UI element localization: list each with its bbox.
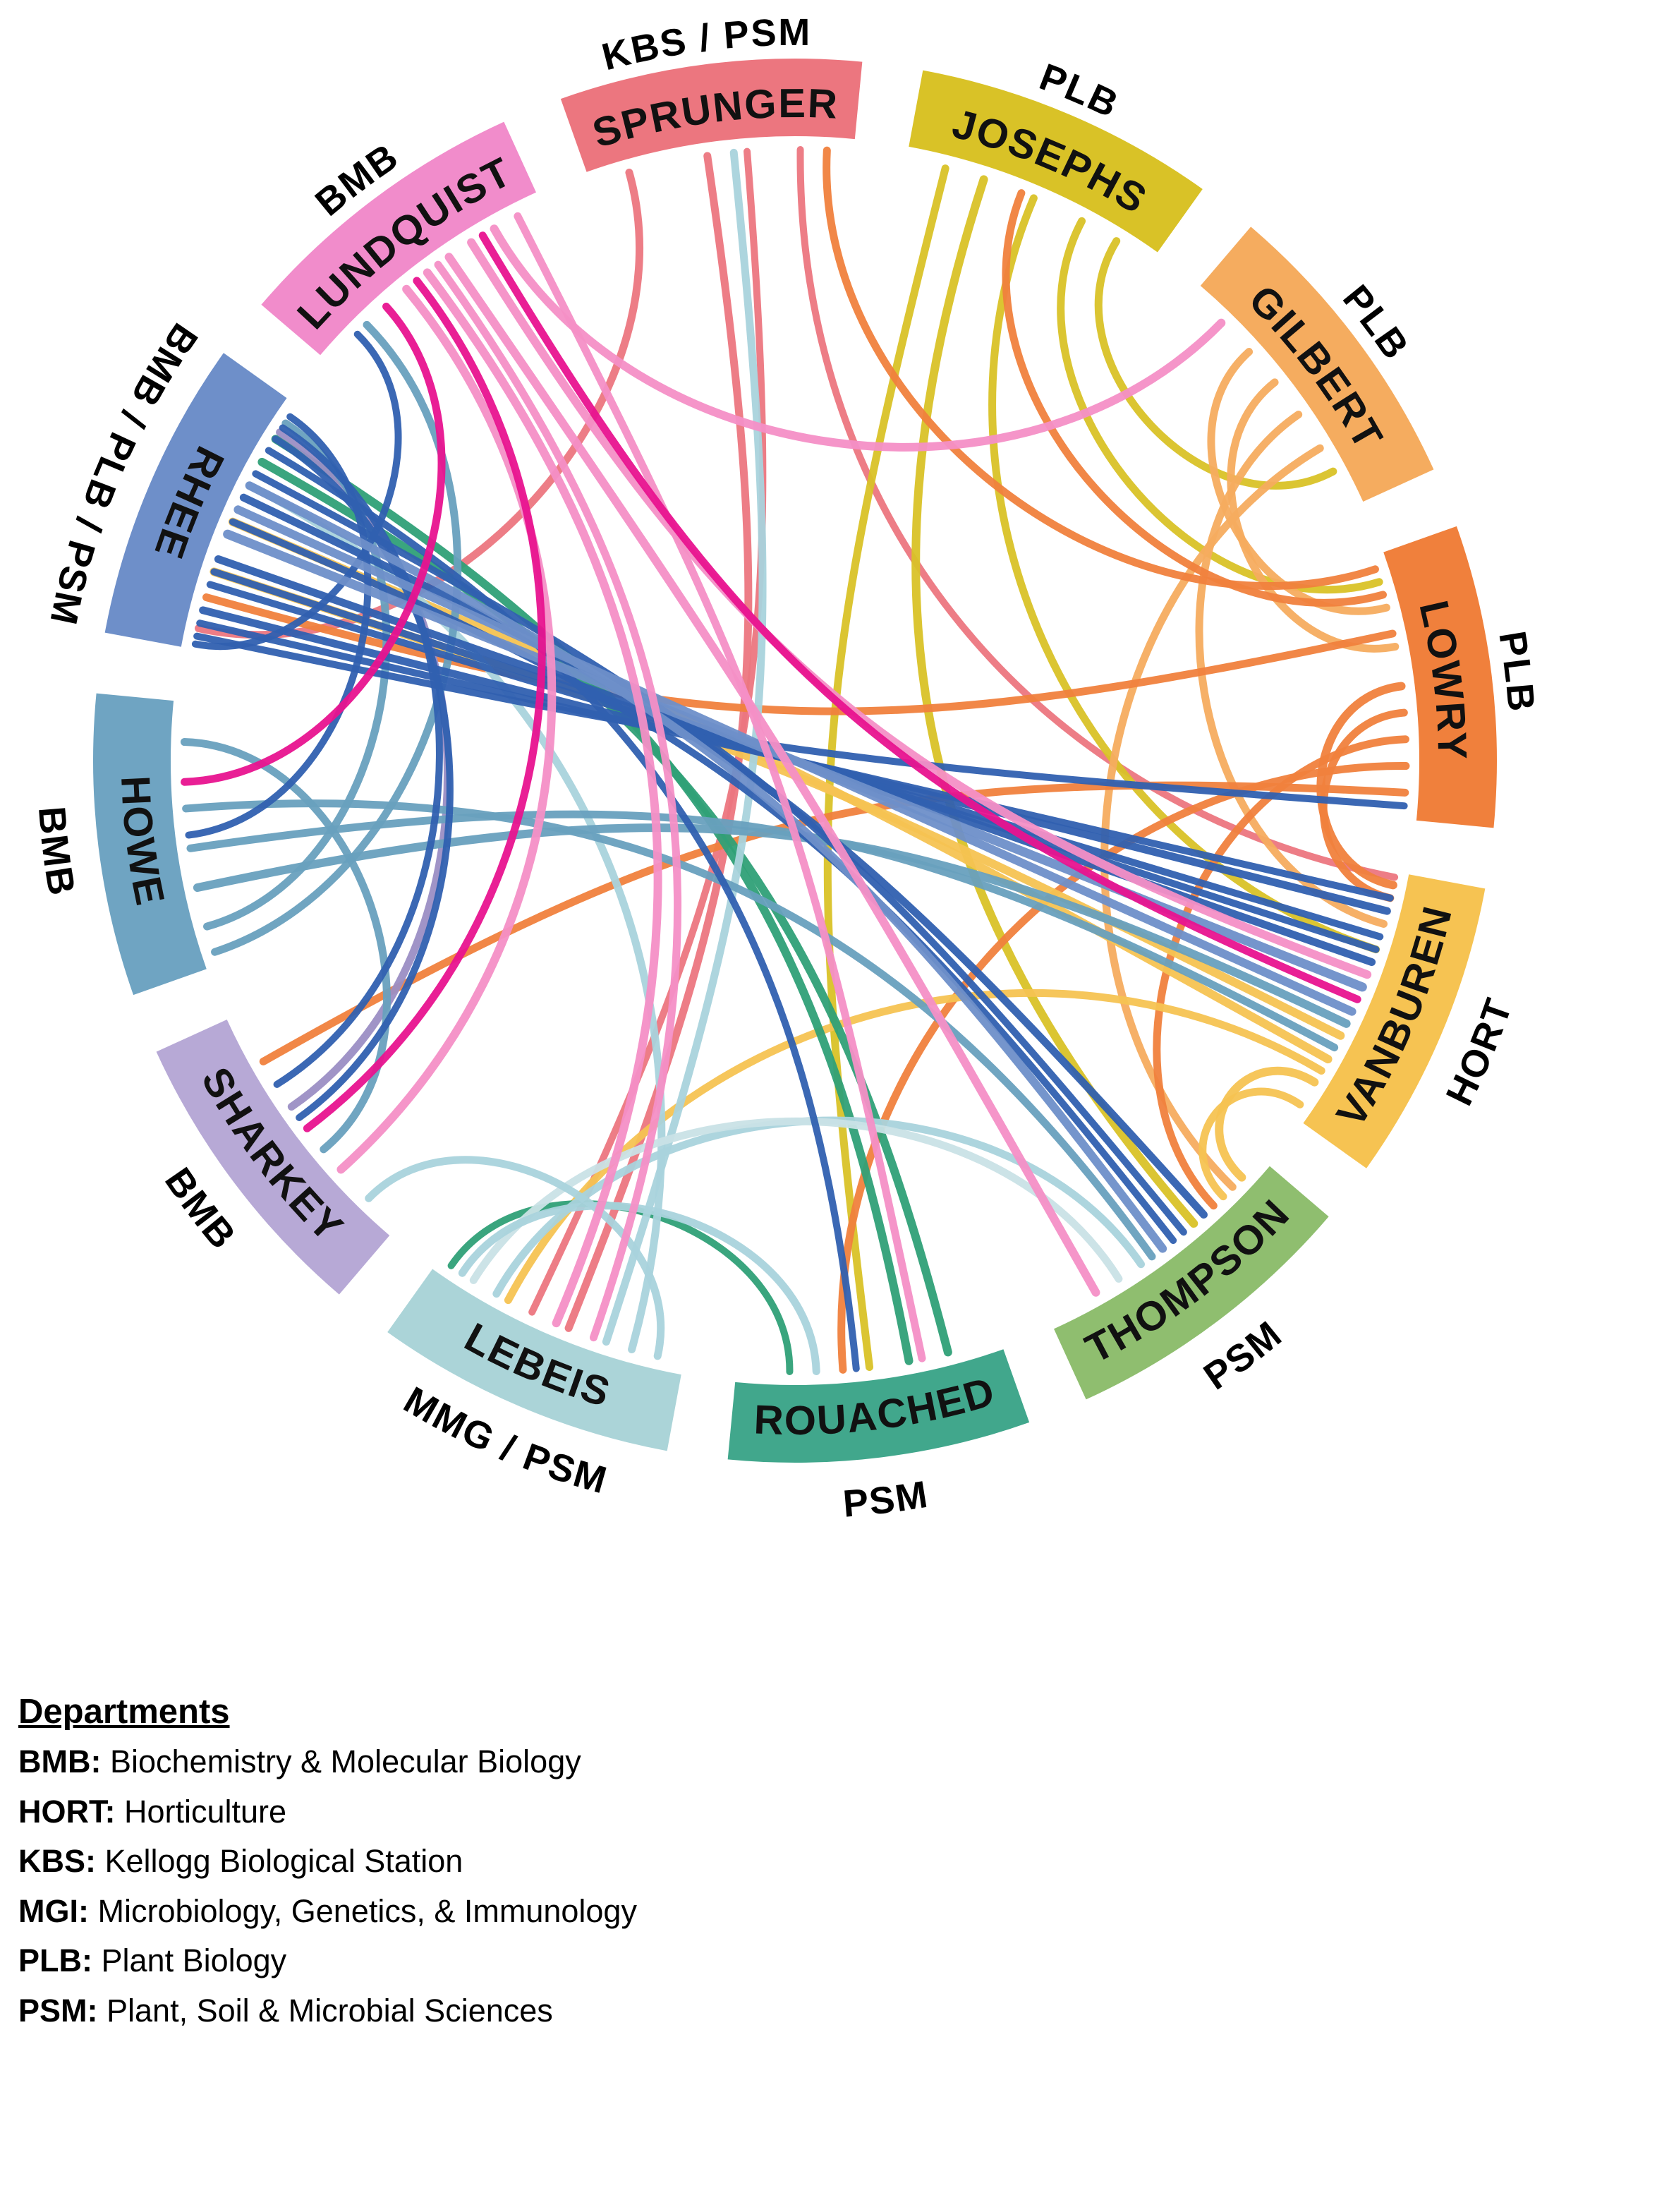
chord-lebeis-sharkey-34 bbox=[365, 1156, 665, 1360]
chord-sprunger-vanburen-3 bbox=[796, 146, 1399, 881]
chord-lowry-sprunger-13 bbox=[823, 146, 1379, 591]
dept-label-howe: BMB bbox=[30, 805, 83, 900]
legend-def: Microbiology, Genetics, & Immunology bbox=[88, 1892, 637, 1929]
chord-lundquist-lebeis-65 bbox=[434, 260, 682, 1342]
legend-def: Kellogg Biological Station bbox=[96, 1843, 463, 1880]
arc-lebeis bbox=[387, 1269, 681, 1451]
chord-howe-sharkey-40 bbox=[180, 738, 391, 1154]
chord-lowry-josephs-14 bbox=[1002, 189, 1387, 607]
chord-josephs-vanburen-6 bbox=[988, 194, 1380, 954]
chord-rhee-lundquist-55 bbox=[191, 330, 402, 651]
legend-abbr: PSM: bbox=[18, 1992, 98, 2029]
chord-rouached-lebeis-28 bbox=[447, 1199, 794, 1375]
chord-josephs-rouached-8 bbox=[823, 164, 949, 1372]
chord-rhee-vanburen-57 bbox=[233, 505, 1357, 1016]
dept-label-rouached: PSM bbox=[842, 1473, 932, 1525]
legend-def: Biochemistry & Molecular Biology bbox=[101, 1743, 581, 1779]
chord-rhee-thompson-58 bbox=[245, 481, 1167, 1253]
chord-lowry-vanburen-16 bbox=[1316, 682, 1406, 890]
chord-howe-thompson-38 bbox=[182, 799, 1156, 1261]
legend: Departments BMB: Biochemistry & Molecula… bbox=[18, 1692, 637, 2041]
chord-lundquist-thompson-61 bbox=[444, 253, 1100, 1297]
chord-rhee-sharkey-53 bbox=[273, 424, 443, 1088]
chord-rhee-lowry-42 bbox=[193, 632, 1408, 810]
legend-items: BMB: Biochemistry & Molecular Biology HOR… bbox=[18, 1741, 637, 2031]
legend-def: Horticulture bbox=[115, 1793, 287, 1830]
arc-howe bbox=[93, 693, 207, 996]
chord-rhee-howe-54 bbox=[185, 413, 372, 839]
legend-item: PSM: Plant, Soil & Microbial Sciences bbox=[18, 1990, 637, 2031]
chord-lundquist-rouached-64 bbox=[514, 212, 926, 1362]
arc-sprunger bbox=[560, 59, 863, 172]
chord-howe-vanburen-37 bbox=[186, 810, 1339, 1052]
chord-vanburen-thompson-23 bbox=[1215, 1066, 1319, 1182]
chord-gilbert-vanburen-11 bbox=[1195, 410, 1388, 928]
chord-links-layer bbox=[180, 146, 1410, 1375]
arc-rhee bbox=[104, 353, 287, 647]
legend-item: MGI: Microbiology, Genetics, & Immunolog… bbox=[18, 1891, 637, 1932]
legend-abbr: BMB: bbox=[18, 1743, 102, 1779]
chord-rhee-thompson-50 bbox=[252, 470, 1187, 1236]
arc-segments-layer bbox=[93, 59, 1497, 1463]
legend-def: Plant, Soil & Microbial Sciences bbox=[97, 1992, 553, 2029]
legend-abbr: KBS: bbox=[18, 1843, 96, 1880]
chord-lundquist-lebeis-62 bbox=[423, 268, 662, 1328]
chord-lebeis-rouached-33 bbox=[458, 1202, 820, 1375]
dept-label-lowry: PLB bbox=[1491, 628, 1543, 714]
arc-lundquist bbox=[261, 121, 536, 356]
chord-vanburen-lebeis-25 bbox=[504, 989, 1325, 1305]
arc-josephs bbox=[909, 70, 1203, 253]
chord-lundquist-howe-68 bbox=[181, 302, 446, 786]
legend-item: KBS: Kellogg Biological Station bbox=[18, 1841, 637, 1882]
chord-josephs-gilbert-4 bbox=[1094, 237, 1337, 490]
arc-sharkey bbox=[156, 1020, 390, 1295]
legend-abbr: MGI: bbox=[18, 1892, 89, 1929]
chord-lundquist-sharkey-67 bbox=[303, 277, 546, 1132]
chord-lowry-rhee-15 bbox=[202, 593, 1397, 715]
chord-rhee-thompson-48 bbox=[229, 518, 1177, 1245]
arc-rouached bbox=[727, 1349, 1030, 1463]
arc-gilbert bbox=[1200, 226, 1434, 502]
chord-lebeis-sprunger-29 bbox=[602, 148, 767, 1346]
legend-title: Departments bbox=[18, 1693, 230, 1731]
legend-item: BMB: Biochemistry & Molecular Biology bbox=[18, 1741, 637, 1782]
arc-thompson bbox=[1054, 1166, 1329, 1400]
chord-lundquist-gilbert-59 bbox=[490, 224, 1226, 452]
arc-vanburen bbox=[1303, 874, 1486, 1168]
legend-abbr: HORT: bbox=[18, 1793, 116, 1830]
arc-lowry bbox=[1383, 526, 1497, 828]
legend-def: Plant Biology bbox=[92, 1942, 287, 1979]
legend-item: HORT: Horticulture bbox=[18, 1791, 637, 1832]
legend-abbr: PLB: bbox=[18, 1942, 92, 1979]
legend-item: PLB: Plant Biology bbox=[18, 1940, 637, 1981]
chord-lundquist-vanburen-66 bbox=[478, 231, 1361, 1003]
chord-vanburen-thompson-24 bbox=[1198, 1087, 1304, 1201]
chord-lundquist-sharkey-63 bbox=[336, 284, 557, 1174]
chord-howe-lundquist-41 bbox=[211, 320, 462, 956]
